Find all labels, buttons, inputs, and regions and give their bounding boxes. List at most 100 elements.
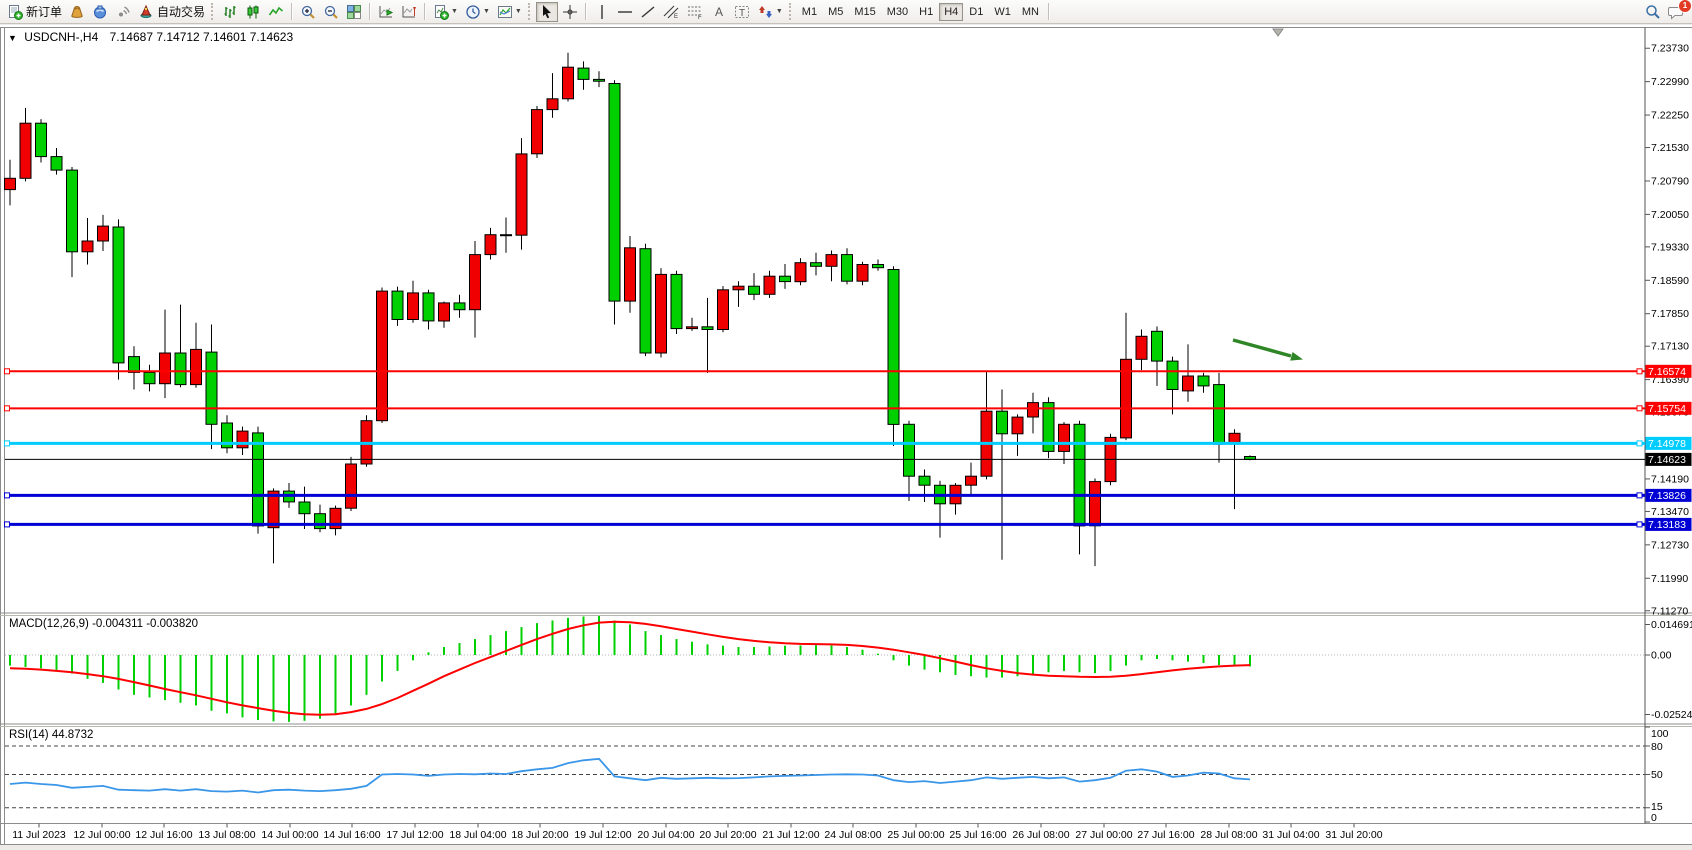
fibonacci-tool[interactable]: F bbox=[684, 2, 707, 22]
signals-button[interactable] bbox=[112, 2, 134, 22]
notifications-button[interactable]: 1 bbox=[1665, 0, 1692, 22]
chart-shift-marker[interactable] bbox=[1272, 28, 1284, 37]
svg-text:T: T bbox=[739, 8, 745, 19]
timeframe-h1[interactable]: H1 bbox=[914, 3, 938, 21]
new-chart-dropdown[interactable]: ▼ bbox=[430, 2, 461, 22]
arrows-dropdown[interactable]: ▼ bbox=[755, 2, 786, 22]
svg-text:27 Jul 16:00: 27 Jul 16:00 bbox=[1137, 829, 1194, 841]
svg-text:0.014691: 0.014691 bbox=[1651, 619, 1692, 631]
timeframe-w1[interactable]: W1 bbox=[989, 3, 1016, 21]
chart-window[interactable] bbox=[0, 25, 1692, 845]
toolbar-grip bbox=[788, 3, 794, 20]
timeframe-m15[interactable]: M15 bbox=[849, 3, 880, 21]
candle bbox=[1135, 335, 1148, 360]
horizontal-level-line[interactable]: 7.13826 bbox=[4, 488, 1692, 502]
candle bbox=[1027, 402, 1039, 418]
timeframe-m1[interactable]: M1 bbox=[797, 3, 822, 21]
chart-title: ▼ USDCNH-,H4 7.14687 7.14712 7.14601 7.1… bbox=[8, 30, 293, 44]
candle bbox=[779, 275, 791, 283]
candle bbox=[748, 285, 760, 295]
price-label-box bbox=[1645, 401, 1692, 415]
purse-icon bbox=[71, 5, 83, 18]
candle bbox=[50, 156, 63, 171]
candle bbox=[655, 273, 667, 354]
svg-text:25 Jul 00:00: 25 Jul 00:00 bbox=[887, 829, 944, 841]
trendline-tool[interactable] bbox=[637, 2, 659, 22]
auto-trading-button[interactable]: 自动交易 bbox=[135, 2, 208, 22]
candle bbox=[112, 226, 125, 364]
dropdown-arrow-icon: ▼ bbox=[482, 8, 490, 15]
period-dropdown[interactable]: ▼ bbox=[462, 2, 493, 22]
candle bbox=[4, 177, 16, 191]
candle bbox=[1042, 402, 1055, 452]
timeframe-m30[interactable]: M30 bbox=[882, 3, 913, 21]
trend-arrow-annotation[interactable] bbox=[1232, 338, 1303, 361]
timeframe-d1[interactable]: D1 bbox=[964, 3, 988, 21]
svg-text:25 Jul 16:00: 25 Jul 16:00 bbox=[949, 829, 1006, 841]
metaeditor-button[interactable] bbox=[89, 2, 111, 22]
horizontal-level-line[interactable]: 7.15754 bbox=[4, 401, 1692, 415]
cursor-tool-button[interactable] bbox=[535, 1, 558, 22]
price-label-box bbox=[1645, 488, 1692, 502]
horizontal-level-line[interactable]: 7.16574 bbox=[4, 364, 1692, 378]
line-chart-icon bbox=[268, 6, 284, 15]
candle bbox=[639, 248, 652, 354]
horizontal-level-line[interactable]: 7.13183 bbox=[4, 517, 1692, 531]
auto-trading-icon bbox=[140, 4, 152, 18]
horizontal-line-tool[interactable] bbox=[614, 2, 636, 22]
svg-text:28 Jul 08:00: 28 Jul 08:00 bbox=[1200, 829, 1257, 841]
bar-chart-button[interactable] bbox=[219, 2, 241, 22]
timeframe-mn[interactable]: MN bbox=[1017, 3, 1044, 21]
timeframe-h4[interactable]: H4 bbox=[939, 2, 964, 21]
tile-windows-button[interactable] bbox=[343, 2, 365, 22]
svg-text:7.11990: 7.11990 bbox=[1651, 573, 1688, 585]
notification-badge: 1 bbox=[1678, 0, 1692, 13]
chart-shift-button[interactable] bbox=[398, 2, 420, 22]
purse-button[interactable] bbox=[66, 2, 88, 22]
candlestick-chart-button[interactable] bbox=[242, 2, 264, 22]
price-label-text: 7.14978 bbox=[1648, 438, 1686, 450]
candle bbox=[1213, 384, 1225, 445]
zoom-in-button[interactable] bbox=[297, 2, 319, 22]
ohlc-values: 7.14687 7.14712 7.14601 7.14623 bbox=[109, 30, 294, 44]
candle bbox=[391, 290, 404, 321]
candle bbox=[965, 475, 977, 486]
candle bbox=[670, 273, 683, 330]
search-button[interactable] bbox=[1642, 2, 1664, 22]
candle bbox=[1182, 375, 1194, 392]
macd-signal-line bbox=[9, 620, 1251, 716]
candle bbox=[887, 269, 900, 425]
new-order-icon bbox=[9, 4, 23, 20]
candle bbox=[717, 289, 729, 330]
macd-panel: 0.014691 0.00 -0.02524 bbox=[5, 615, 1692, 722]
zoom-out-button[interactable] bbox=[320, 2, 342, 22]
timeframe-m5[interactable]: M5 bbox=[823, 3, 848, 21]
line-chart-button[interactable] bbox=[265, 2, 287, 22]
auto-scroll-button[interactable] bbox=[375, 2, 397, 22]
svg-text:19 Jul 12:00: 19 Jul 12:00 bbox=[574, 829, 631, 841]
line-handle bbox=[4, 492, 10, 499]
candle bbox=[484, 234, 497, 256]
candle bbox=[81, 240, 94, 253]
candle bbox=[221, 422, 233, 449]
svg-text:7.12730: 7.12730 bbox=[1651, 539, 1689, 551]
line-handle bbox=[1636, 405, 1643, 412]
dropdown-arrow-icon: ▼ bbox=[775, 8, 783, 15]
template-dropdown[interactable]: ▼ bbox=[494, 2, 525, 22]
candle bbox=[608, 83, 621, 302]
text-tool[interactable]: A bbox=[708, 2, 730, 22]
text-label-tool[interactable]: T bbox=[731, 2, 754, 22]
current-price-line[interactable]: 7.14623 bbox=[5, 452, 1692, 466]
price-label-text: 7.13826 bbox=[1648, 490, 1686, 502]
horizontal-level-line[interactable]: 7.14978 bbox=[4, 436, 1692, 450]
price-axis: 7.23730 7.22990 7.22250 7.21530 7.20790 7.200… bbox=[1645, 43, 1689, 617]
crosshair-tool-button[interactable] bbox=[559, 2, 581, 22]
svg-text:7.20050: 7.20050 bbox=[1651, 209, 1689, 221]
rsi-indicator-label: RSI(14) 44.8732 bbox=[9, 729, 94, 741]
new-order-button[interactable]: 新订单 bbox=[4, 2, 65, 22]
svg-text:7.14190: 7.14190 bbox=[1651, 473, 1689, 485]
vertical-line-tool[interactable] bbox=[591, 2, 613, 22]
channel-tool[interactable]: E bbox=[660, 2, 683, 22]
